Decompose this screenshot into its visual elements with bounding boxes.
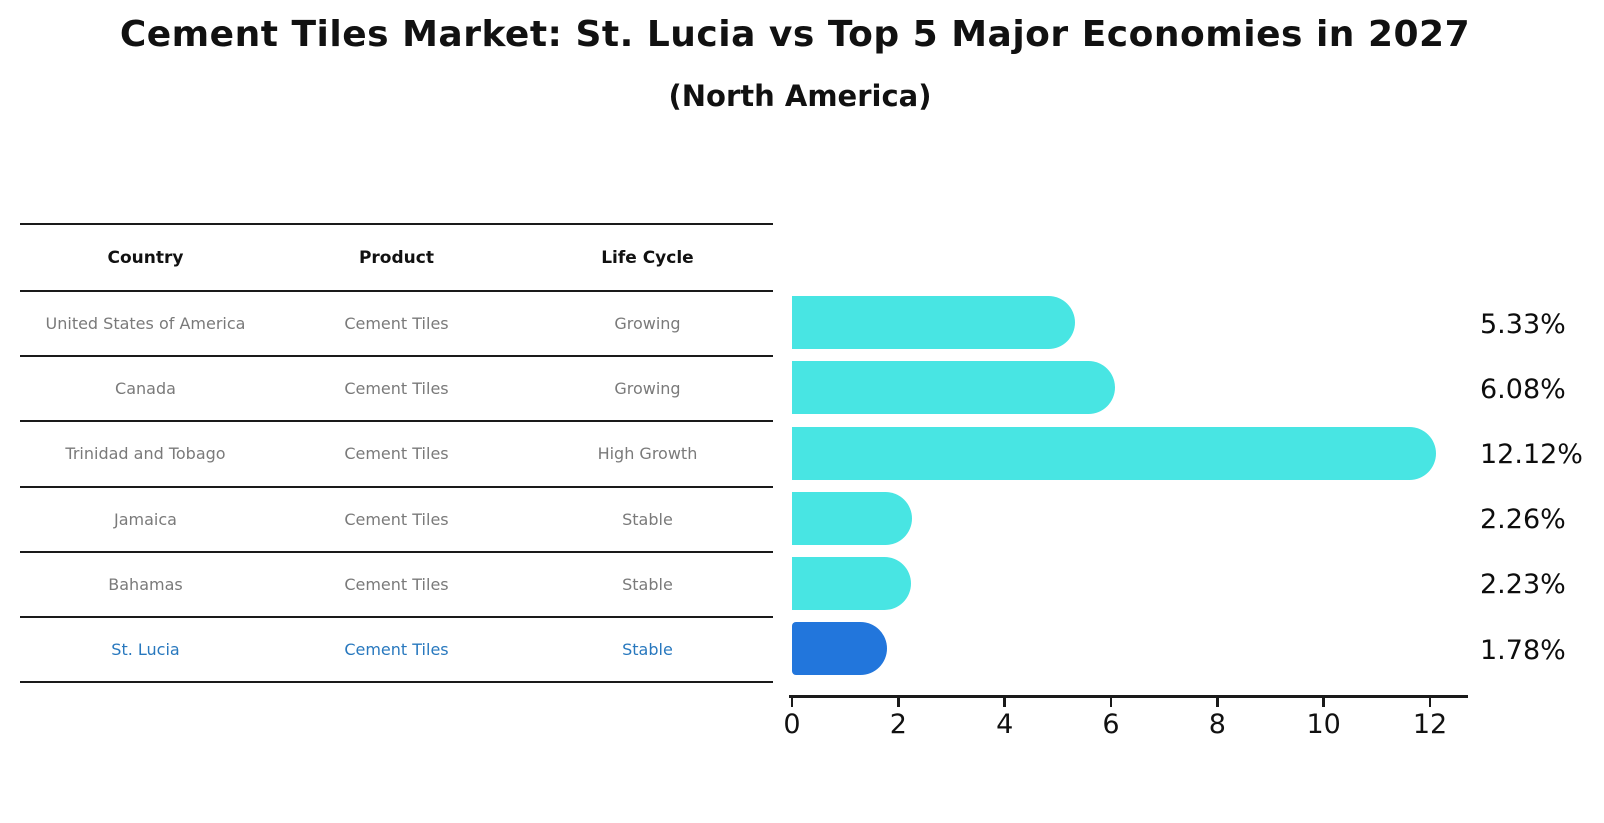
- bar-value-label: 2.26%: [1480, 504, 1566, 536]
- table-cell-product: Cement Tiles: [344, 379, 449, 399]
- table-cell-country: St. Lucia: [111, 640, 180, 660]
- table-body: United States of America Cement Tiles Grow…: [20, 292, 773, 684]
- table-row: Trinidad and Tobago Cement Tiles High Grow…: [20, 422, 773, 488]
- bar-value-label: 6.08%: [1480, 373, 1566, 405]
- x-axis-tick-label: 10: [1306, 709, 1341, 740]
- table-header-cell: Life Cycle: [601, 247, 694, 268]
- table-cell-life-cycle: Growing: [614, 379, 681, 399]
- bar: [792, 296, 1076, 350]
- table-header-row: Country Product Life Cycle: [20, 225, 773, 292]
- table-header-cell: Country: [107, 247, 184, 268]
- bar-value-label: 5.33%: [1480, 308, 1566, 340]
- bar-value-label: 1.78%: [1480, 634, 1566, 666]
- x-axis-tick-label: 6: [1102, 709, 1120, 740]
- x-axis-tick: [1109, 698, 1113, 707]
- table-row: Canada Cement Tiles Growing: [20, 357, 773, 423]
- x-axis-tick: [1428, 698, 1432, 707]
- chart-title: Cement Tiles Market: St. Lucia vs Top 5 …: [119, 14, 1471, 55]
- table-row: United States of America Cement Tiles Grow…: [20, 292, 773, 358]
- x-axis-line: [789, 695, 1468, 698]
- table-cell-life-cycle: Stable: [622, 509, 673, 529]
- x-axis-tick: [1322, 698, 1325, 707]
- x-axis-tick-label: 2: [889, 709, 907, 740]
- table-cell-product: Cement Tiles: [344, 640, 449, 660]
- x-axis-tick: [1216, 698, 1219, 707]
- table-cell-country: Jamaica: [114, 509, 177, 529]
- table-row: Jamaica Cement Tiles Stable: [20, 488, 773, 553]
- x-axis-tick: [897, 698, 900, 707]
- table-cell-country: Bahamas: [108, 574, 183, 594]
- table-cell-product: Cement Tiles: [344, 444, 449, 464]
- chart-subtitle: (North America): [668, 79, 932, 113]
- table-cell-life-cycle: High Growth: [597, 444, 698, 464]
- table-cell-life-cycle: Growing: [614, 314, 681, 334]
- bar-value-label: 2.23%: [1480, 569, 1566, 601]
- x-axis-tick-label: 12: [1412, 709, 1448, 740]
- comparison-table: Country Product Life Cycle United States o…: [20, 223, 773, 684]
- x-axis-tick-label: 4: [996, 709, 1014, 740]
- x-axis-tick-label: 0: [783, 709, 801, 740]
- table-cell-product: Cement Tiles: [344, 509, 449, 529]
- table-cell-product: Cement Tiles: [344, 314, 449, 334]
- x-axis-tick: [790, 698, 794, 707]
- table-cell-life-cycle: Stable: [622, 574, 673, 594]
- table-cell-country: Trinidad and Tobago: [65, 444, 226, 464]
- bar-highlight-st-lucia: [792, 622, 887, 676]
- bar-value-label: 12.12%: [1480, 439, 1583, 470]
- table-cell-life-cycle: Stable: [622, 640, 673, 660]
- bar: [792, 491, 913, 545]
- x-axis-tick: [1003, 698, 1006, 707]
- table-cell-product: Cement Tiles: [344, 574, 449, 594]
- x-axis-tick-label: 8: [1208, 709, 1226, 740]
- table-row: St. Lucia Cement Tiles Stable: [20, 618, 773, 684]
- table-header-cell: Product: [358, 247, 434, 268]
- bar: [792, 556, 911, 610]
- table-row: Bahamas Cement Tiles Stable: [20, 553, 773, 618]
- bar: [792, 426, 1437, 480]
- table-cell-country: Canada: [115, 379, 176, 399]
- bar: [792, 361, 1116, 415]
- table-cell-country: United States of America: [45, 314, 246, 334]
